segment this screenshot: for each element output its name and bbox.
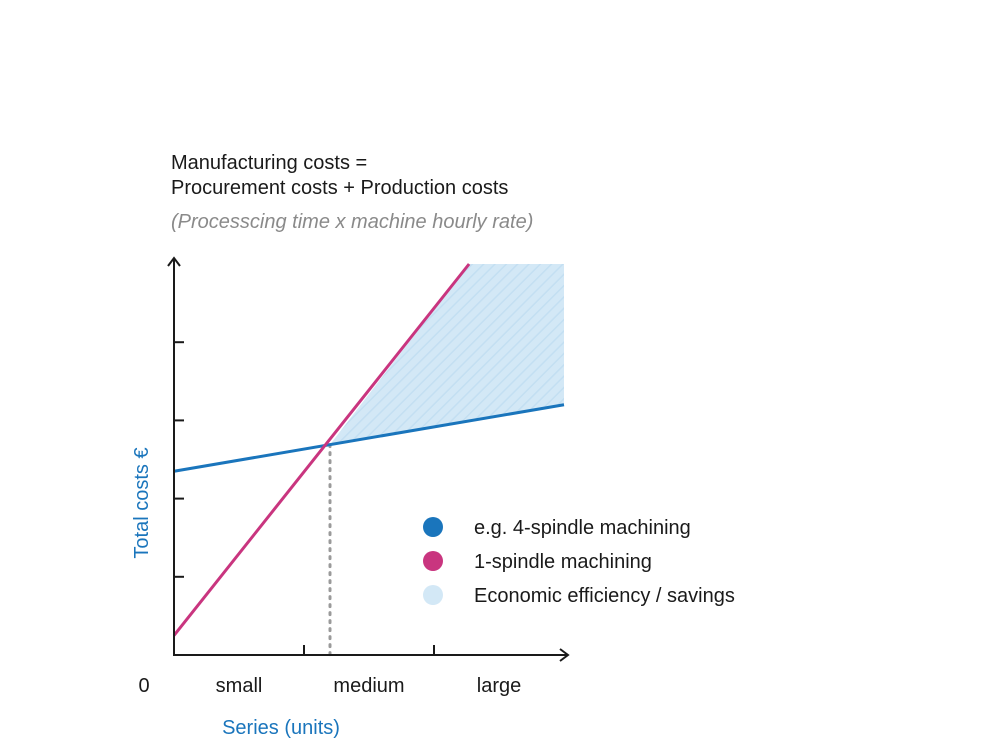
y-axis-arrow [167, 256, 181, 267]
x-tick-label-small: small [216, 675, 263, 697]
y-axis-title: Total costs € [131, 447, 153, 558]
legend-item-4-spindle-label: e.g. 4-spindle machining [474, 517, 691, 539]
x-tick-label-medium: medium [333, 675, 404, 697]
legend-item-4-spindle-marker [423, 517, 443, 537]
legend-item-1-spindle-label: 1-spindle machining [474, 551, 652, 573]
series-line-1-spindle [172, 263, 471, 637]
savings-area [330, 264, 564, 445]
legend-item-savings-marker [423, 585, 443, 605]
chart-title-line-2: Procurement costs + Production costs [171, 177, 509, 199]
series-line-4-spindle [173, 403, 565, 473]
x-tick-label-large: large [477, 675, 521, 697]
x-axis-arrow [559, 648, 570, 662]
legend-item-1-spindle-marker [423, 551, 443, 571]
origin-label: 0 [138, 675, 149, 697]
chart-subtitle: (Processcing time x machine hourly rate) [171, 211, 534, 233]
x-axis-title: Series (units) [222, 717, 340, 739]
chart-title-line-1: Manufacturing costs = [171, 152, 368, 174]
legend-item-savings-label: Economic efficiency / savings [474, 585, 735, 607]
